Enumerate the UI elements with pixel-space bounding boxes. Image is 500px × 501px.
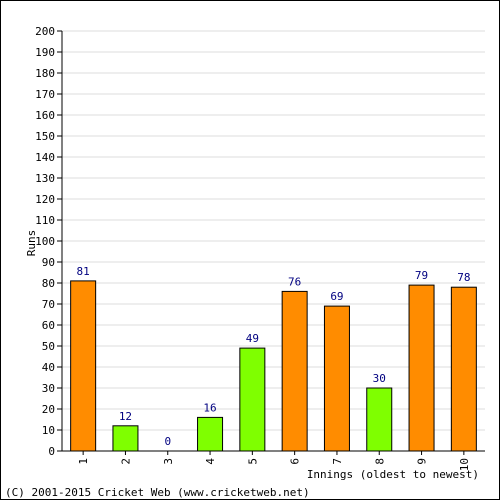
x-axis-title: Innings (oldest to newest) — [307, 468, 479, 481]
y-tick-label: 70 — [42, 298, 55, 311]
x-tick-labels: 1 2 3 4 5 6 7 8 9 10 — [77, 451, 471, 471]
y-tick-labels: 0 10 20 30 40 50 60 70 80 90 100 110 120 130 140 150 160… — [35, 25, 62, 458]
x-tick-label: 3 — [162, 458, 175, 465]
bar — [70, 280, 97, 452]
y-tick-label: 140 — [35, 151, 55, 164]
y-tick-label: 180 — [35, 67, 55, 80]
y-tick-label: 130 — [35, 172, 55, 185]
data-label: 16 — [203, 401, 216, 414]
y-tick-label: 160 — [35, 109, 55, 122]
x-tick-label: 4 — [204, 458, 217, 465]
data-label: 79 — [415, 269, 428, 282]
x-tick-label: 7 — [331, 458, 344, 465]
y-tick-label: 50 — [42, 340, 55, 353]
data-label: 76 — [288, 275, 301, 288]
data-label: 81 — [77, 265, 90, 278]
bar — [408, 284, 435, 452]
data-label: 12 — [119, 410, 132, 423]
y-tick-label: 170 — [35, 88, 55, 101]
copyright-text: (C) 2001-2015 Cricket Web (www.cricketwe… — [5, 486, 310, 499]
x-tick-label: 6 — [289, 458, 302, 465]
y-tick-label: 30 — [42, 382, 55, 395]
x-tick-label: 10 — [458, 458, 471, 471]
bar — [239, 347, 266, 452]
data-label: 69 — [330, 290, 343, 303]
y-tick-label: 40 — [42, 361, 55, 374]
y-tick-label: 200 — [35, 25, 55, 38]
y-tick-label: 150 — [35, 130, 55, 143]
x-tick-label: 9 — [416, 458, 429, 465]
y-axis-title: Runs — [25, 230, 38, 257]
y-tick-label: 20 — [42, 403, 55, 416]
y-tick-label: 60 — [42, 319, 55, 332]
y-tick-label: 120 — [35, 193, 55, 206]
bar — [281, 290, 308, 452]
data-label: 49 — [246, 332, 259, 345]
y-tick-label: 80 — [42, 277, 55, 290]
data-label: 78 — [457, 271, 470, 284]
bar — [450, 286, 477, 452]
y-tick-label: 90 — [42, 256, 55, 269]
bars — [70, 280, 477, 452]
bar — [323, 305, 350, 452]
gridlines — [62, 30, 485, 431]
y-tick-label: 0 — [48, 445, 55, 458]
y-tick-label: 190 — [35, 46, 55, 59]
x-tick-label: 8 — [373, 458, 386, 465]
y-tick-label: 110 — [35, 214, 55, 227]
data-label: 0 — [164, 435, 171, 448]
x-tick-label: 1 — [77, 458, 90, 465]
data-labels: 81 12 0 16 49 76 69 30 79 78 — [77, 265, 471, 448]
x-tick-label: 2 — [119, 458, 132, 465]
y-tick-label: 100 — [35, 235, 55, 248]
bar — [197, 416, 224, 452]
y-tick-label: 10 — [42, 424, 55, 437]
data-label: 30 — [373, 372, 386, 385]
bar — [112, 425, 139, 452]
bar — [366, 387, 393, 452]
x-tick-label: 5 — [246, 458, 259, 465]
